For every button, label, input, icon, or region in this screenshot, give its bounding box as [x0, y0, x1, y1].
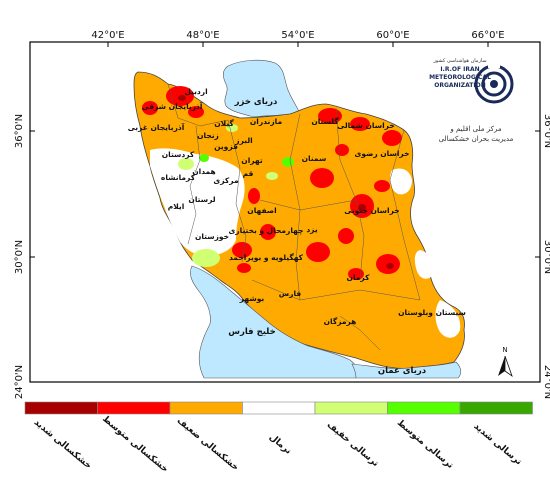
logo-caption-2: مدیریت بحران خشکسالی	[439, 135, 514, 143]
province-label: گلستان	[311, 117, 339, 126]
legend-swatch	[387, 401, 461, 415]
logo-org-persian: سازمان هواشناسی کشور	[432, 58, 486, 64]
top-ticks	[30, 42, 540, 383]
legend-swatch	[459, 401, 533, 415]
left-tick-label: 30°0'N	[14, 240, 25, 274]
logo-org-en-3: ORGANIZATION	[434, 82, 486, 89]
wet-medium-zone	[282, 157, 294, 167]
province-label: سیستان وبلوستان	[398, 308, 466, 317]
province-label: خراسان جنوبی	[344, 206, 399, 215]
wet-light-zone	[178, 158, 194, 170]
oman-sea-label: دریای عمان	[378, 366, 427, 376]
right-tick-label: 36°0'N	[542, 114, 550, 148]
normal-zone-southeast	[435, 300, 461, 338]
legend-swatch	[24, 401, 98, 415]
province-label: سمنان	[302, 154, 327, 163]
wet-light-zone	[266, 172, 278, 180]
normal-zone-west	[150, 148, 245, 257]
legend-swatch	[97, 401, 171, 415]
province-label: فارس	[279, 289, 301, 298]
left-tick-label: 36°0'N	[14, 114, 25, 148]
legend-label: ترسالی متوسط	[395, 418, 455, 471]
province-label: هرمزگان	[324, 317, 357, 326]
province-label: لرستان	[188, 195, 215, 204]
province-label: خوزستان	[195, 232, 229, 241]
legend-label: ترسالی خفیف	[325, 420, 381, 469]
left-tick-label: 24°0'N	[14, 365, 25, 399]
normal-zone-east	[390, 168, 412, 195]
legend: خشکسالی شدید خشکسالی متوسط خشکسالی ضعیف نرم…	[24, 401, 533, 475]
normal-zone-east2	[414, 250, 434, 279]
province-label: مازندران	[250, 117, 283, 126]
province-label: کرمان	[347, 273, 371, 282]
province-label: آذربایجان غربی	[128, 122, 185, 132]
province-label: مرکزی	[213, 176, 239, 185]
legend-swatch	[169, 401, 243, 415]
province-label: تهران	[241, 156, 263, 165]
drought-severe-zones	[178, 95, 394, 269]
meteorological-logo: سازمان هواشناسی کشور I.R.OF IRAN METEORO…	[429, 58, 514, 104]
province-label: قزوین	[214, 142, 238, 151]
wet-light-zone	[226, 124, 238, 132]
legend-label: ترسالی شدید	[472, 422, 524, 468]
province-label: زنجان	[197, 131, 219, 140]
province-label: خراسان شمالی	[337, 121, 394, 130]
top-tick-label: 60°0'E	[376, 30, 409, 41]
top-tick-label: 42°0'E	[91, 30, 124, 41]
wet-medium-zone	[199, 154, 209, 162]
caspian-sea-label: دریای خزر	[234, 97, 278, 107]
legend-label: خشکسالی متوسط	[100, 414, 170, 475]
province-label: کهگیلویه و بویراحمد	[229, 253, 304, 262]
province-boundaries	[167, 83, 421, 351]
top-tick-label: 54°0'E	[281, 30, 314, 41]
province-label: اصفهان	[247, 206, 276, 215]
logo-org-en-1: I.R.OF IRAN	[440, 66, 479, 73]
province-label: اردبیل	[184, 87, 207, 96]
province-label: آذربایجان شرقی	[142, 101, 203, 111]
province-label: کردستان	[162, 150, 195, 159]
right-tick-label: 24°0'N	[542, 365, 550, 399]
top-tick-label: 48°0'E	[186, 30, 219, 41]
wet-light-zone	[192, 249, 220, 267]
legend-swatch	[242, 401, 316, 415]
province-label: کرمانشاه	[161, 173, 196, 182]
province-label: یزد	[306, 225, 318, 234]
province-label: چهارمحال و بختیاری	[228, 226, 303, 235]
province-label: قم	[243, 169, 254, 178]
legend-label: خشکسالی ضعیف	[175, 416, 241, 473]
province-label: البرز	[234, 136, 252, 145]
logo-caption-1: مرکز ملی اقلیم و	[449, 125, 501, 133]
north-arrow-icon: N	[498, 346, 513, 378]
legend-label: خشکسالی شدید	[32, 418, 93, 472]
province-labels: اردبیل آذربایجان شرقی آذربایجان غربی گیل…	[128, 87, 466, 326]
province-label: بوشهر	[239, 294, 265, 303]
legend-label: نرمال	[267, 432, 293, 456]
top-tick-label: 66°0'E	[471, 30, 504, 41]
persian-gulf-label: خلیج فارس	[228, 327, 276, 337]
province-label: خراسان رضوی	[355, 149, 410, 158]
oman-sea	[351, 361, 462, 379]
province-label: گیلان	[214, 119, 234, 128]
north-arrow-label: N	[502, 346, 507, 354]
legend-swatch	[314, 401, 388, 415]
province-label: همدان	[192, 167, 216, 176]
right-tick-label: 30°0'N	[542, 240, 550, 274]
province-label: ایلام	[168, 202, 185, 211]
logo-org-en-2: METEOROLOGICAL	[429, 74, 491, 81]
